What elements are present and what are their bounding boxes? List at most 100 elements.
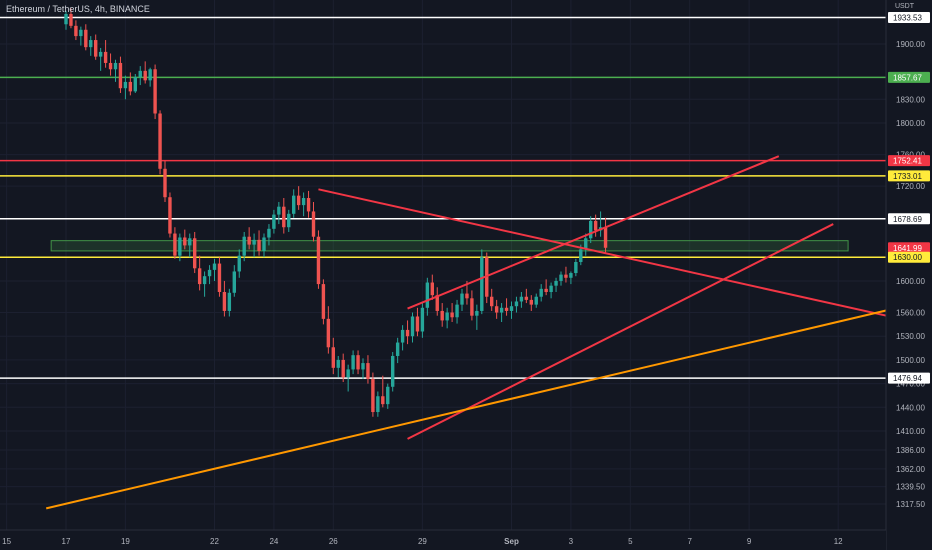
candle [188, 238, 192, 246]
candle [405, 329, 410, 337]
candle [386, 386, 390, 405]
candle [242, 236, 246, 256]
candle [222, 291, 227, 311]
candle [351, 355, 355, 370]
price-label: 1752.41 [893, 157, 922, 166]
y-tick-label: 1386.00 [896, 446, 925, 455]
candle [282, 206, 286, 228]
candle [64, 13, 68, 25]
y-tick-label: 1470.00 [896, 380, 925, 389]
x-tick-label: 12 [834, 537, 843, 546]
candle [321, 284, 326, 319]
x-tick-label: 29 [418, 537, 427, 546]
candle [89, 40, 93, 48]
candle [247, 236, 251, 245]
chart-title: Ethereum / TetherUS, 4h, BINANCE [6, 4, 150, 14]
price-label: 1678.69 [893, 215, 922, 224]
candle [217, 263, 222, 292]
price-label-box [888, 12, 930, 24]
price-label-box [888, 155, 930, 167]
candle [450, 312, 454, 318]
candle [440, 310, 444, 321]
candle [381, 396, 385, 405]
candle [183, 237, 187, 246]
candle [356, 355, 360, 370]
y-tick-label: 1339.50 [896, 483, 925, 492]
trendline [45, 304, 908, 510]
candle [94, 40, 98, 57]
candle [262, 237, 266, 251]
y-tick-label: 1317.50 [896, 500, 925, 509]
y-tick-label: 1560.00 [896, 309, 925, 318]
x-tick-label: 7 [687, 537, 692, 546]
candle [410, 316, 415, 337]
candle [475, 310, 479, 316]
candle [435, 295, 439, 311]
y-tick-label: 1440.00 [896, 403, 925, 412]
x-tick-label: 3 [569, 537, 574, 546]
candle [74, 25, 78, 37]
candle [490, 296, 494, 307]
candle [153, 69, 157, 114]
candle [371, 378, 375, 413]
candle [287, 213, 291, 228]
y-tick-label: 1600.00 [896, 277, 925, 286]
candle [593, 220, 598, 231]
candle [252, 239, 256, 245]
candle [420, 307, 425, 332]
candle [212, 263, 217, 270]
candle [108, 62, 113, 70]
candle [207, 269, 212, 277]
candle [499, 307, 504, 313]
candle [465, 293, 469, 299]
candle [311, 211, 316, 237]
trendline [407, 155, 780, 310]
candle [306, 198, 311, 212]
x-tick-label: 5 [628, 537, 633, 546]
price-label: 1933.53 [893, 14, 922, 23]
candle [445, 312, 449, 321]
time-axis-panel [0, 530, 886, 550]
candle [173, 233, 177, 256]
price-label: 1630.00 [893, 253, 922, 262]
candle [79, 29, 83, 37]
candle [138, 70, 142, 78]
candle [509, 306, 514, 311]
candle [148, 69, 152, 81]
candle [301, 198, 306, 206]
price-label: 1733.01 [893, 172, 922, 181]
candle [524, 296, 529, 300]
price-label-box [888, 372, 930, 384]
y-tick-label: 1362.00 [896, 465, 925, 474]
candle [178, 237, 182, 256]
candle [366, 363, 370, 379]
x-tick-label: 15 [2, 537, 11, 546]
candle [376, 396, 380, 413]
price-label: 1857.67 [893, 73, 922, 82]
candle [227, 292, 232, 311]
candle [123, 81, 128, 89]
y-tick-label: 1530.00 [896, 332, 925, 341]
candle [202, 276, 207, 285]
x-tick-label: Sep [504, 537, 519, 546]
y-tick-label: 1900.00 [896, 40, 925, 49]
candle [391, 355, 395, 387]
candle [584, 238, 588, 250]
candle [272, 214, 276, 229]
price-label-box [888, 251, 930, 263]
x-tick-label: 24 [269, 537, 278, 546]
candle [277, 206, 281, 215]
candle [549, 285, 553, 292]
trendline [407, 223, 834, 440]
candle [237, 255, 241, 272]
x-tick-label: 26 [329, 537, 338, 546]
candle [554, 280, 558, 286]
trendline [318, 188, 908, 322]
candle [460, 293, 464, 305]
candle [84, 29, 88, 48]
candle [569, 273, 573, 278]
candle [579, 249, 583, 262]
price-label: 1476.94 [893, 374, 922, 383]
candle [128, 81, 133, 92]
